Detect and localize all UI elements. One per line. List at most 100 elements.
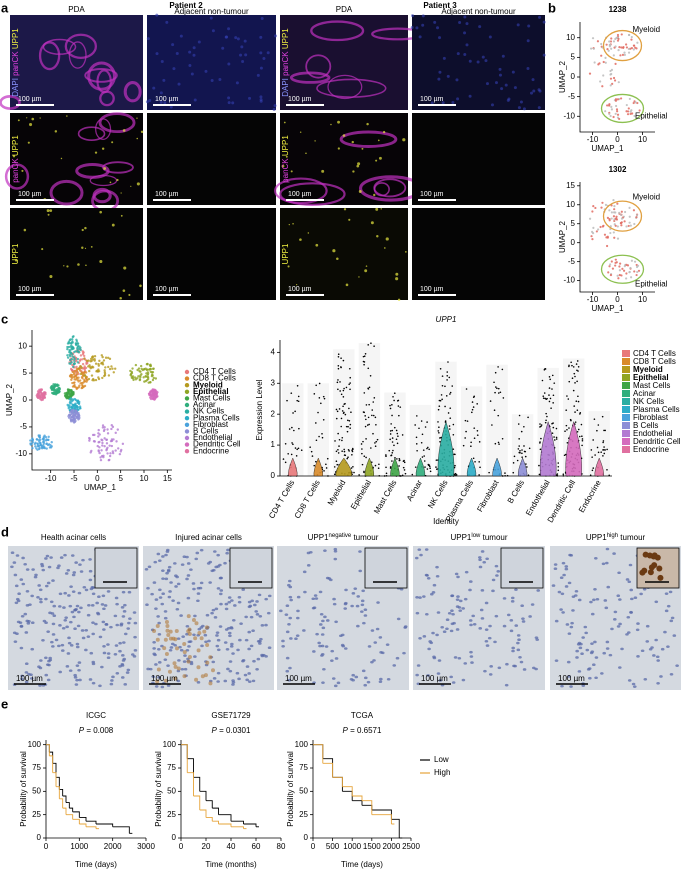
signal-dot — [342, 134, 346, 137]
cell-point — [88, 369, 91, 373]
cell-point — [94, 362, 98, 365]
nucleus — [171, 599, 175, 602]
cell-point — [608, 112, 611, 116]
cell-point — [313, 464, 316, 467]
nucleus — [416, 664, 421, 667]
nucleus — [655, 655, 660, 659]
cell-point — [396, 458, 398, 460]
nucleus — [484, 628, 489, 631]
cell-point — [56, 384, 59, 388]
tissue-structure — [310, 20, 365, 42]
nucleus — [194, 557, 199, 561]
nucleus — [560, 592, 565, 596]
nucleus — [219, 589, 224, 592]
scale-bar-label: 100 µm — [155, 191, 179, 198]
nucleus — [378, 636, 383, 639]
cell-point — [418, 427, 420, 430]
legend-label: NK Cells — [633, 397, 664, 406]
cell-point — [630, 35, 633, 39]
stain — [166, 632, 171, 637]
x-tick-label: 20 — [202, 842, 211, 851]
cell-point — [41, 437, 45, 441]
nucleus — [44, 673, 49, 677]
cell-point — [315, 422, 317, 424]
signal-dot — [49, 274, 53, 279]
cell-point — [91, 378, 94, 382]
cell-point — [550, 407, 552, 409]
cell-point — [616, 202, 619, 205]
cell-point — [38, 447, 41, 450]
nucleus — [625, 633, 629, 636]
cell-point — [322, 395, 325, 398]
nucleus — [72, 571, 77, 574]
cell-point — [397, 399, 400, 402]
nucleus — [488, 624, 492, 628]
cell-point — [29, 439, 32, 442]
x-tick-label: 3000 — [137, 842, 155, 851]
cell-point — [401, 434, 404, 436]
cell-point — [103, 369, 106, 372]
cell-point — [527, 416, 529, 419]
cell-point — [342, 405, 344, 408]
nucleus — [259, 51, 263, 55]
nucleus — [255, 613, 260, 616]
y-tick-label: 4 — [271, 347, 276, 356]
title-text: UPP1 — [450, 533, 471, 542]
cell-point — [609, 114, 612, 118]
nucleus — [187, 645, 191, 648]
cell-point — [428, 448, 430, 451]
cell-point — [45, 438, 48, 441]
nucleus — [200, 644, 204, 648]
nucleus — [219, 602, 223, 606]
nucleus — [451, 100, 455, 104]
signal-dot — [373, 193, 376, 197]
scale-bar-label: 100 µm — [421, 674, 448, 683]
cell-point — [600, 54, 603, 57]
nucleus — [102, 644, 106, 648]
cell-point — [616, 98, 619, 101]
nucleus — [594, 676, 598, 680]
nucleus — [132, 655, 137, 658]
legend-marker — [184, 435, 190, 441]
signal-dot — [330, 123, 332, 126]
cell-point — [566, 395, 568, 397]
cell-point — [512, 471, 515, 474]
stain — [186, 629, 191, 634]
nucleus — [505, 662, 509, 666]
nucleus — [476, 60, 480, 64]
cell-point — [98, 433, 101, 436]
nucleus — [41, 638, 45, 642]
nucleus — [123, 683, 128, 686]
cell-point — [570, 419, 572, 422]
violin — [437, 420, 455, 477]
image-title: UPP1negative tumour — [308, 533, 379, 543]
stain — [197, 630, 202, 635]
nucleus — [227, 600, 232, 604]
panel-letter: a — [1, 0, 9, 15]
survival-step — [79, 823, 87, 827]
nucleus — [156, 552, 161, 556]
panel-letter: e — [1, 696, 8, 711]
p-symbol: P — [79, 726, 85, 735]
cell-point — [100, 362, 103, 365]
cell-point — [101, 441, 104, 445]
nucleus — [204, 69, 208, 73]
violin — [466, 457, 477, 477]
nucleus — [144, 567, 149, 571]
plot-title: GSE71729 — [211, 711, 251, 720]
cell-point — [300, 449, 303, 451]
cell-point — [66, 354, 69, 357]
nucleus — [517, 638, 521, 642]
cell-point — [75, 407, 79, 410]
nucleus — [635, 628, 640, 632]
cell-point — [613, 236, 616, 239]
signal-dot — [12, 155, 16, 158]
nucleus — [516, 641, 520, 645]
cell-point — [476, 429, 479, 432]
signal-dot — [140, 130, 144, 134]
nucleus — [495, 574, 499, 577]
survival-step — [56, 786, 60, 799]
nucleus — [113, 614, 118, 618]
cell-point — [372, 432, 374, 435]
cell-point — [552, 394, 555, 397]
